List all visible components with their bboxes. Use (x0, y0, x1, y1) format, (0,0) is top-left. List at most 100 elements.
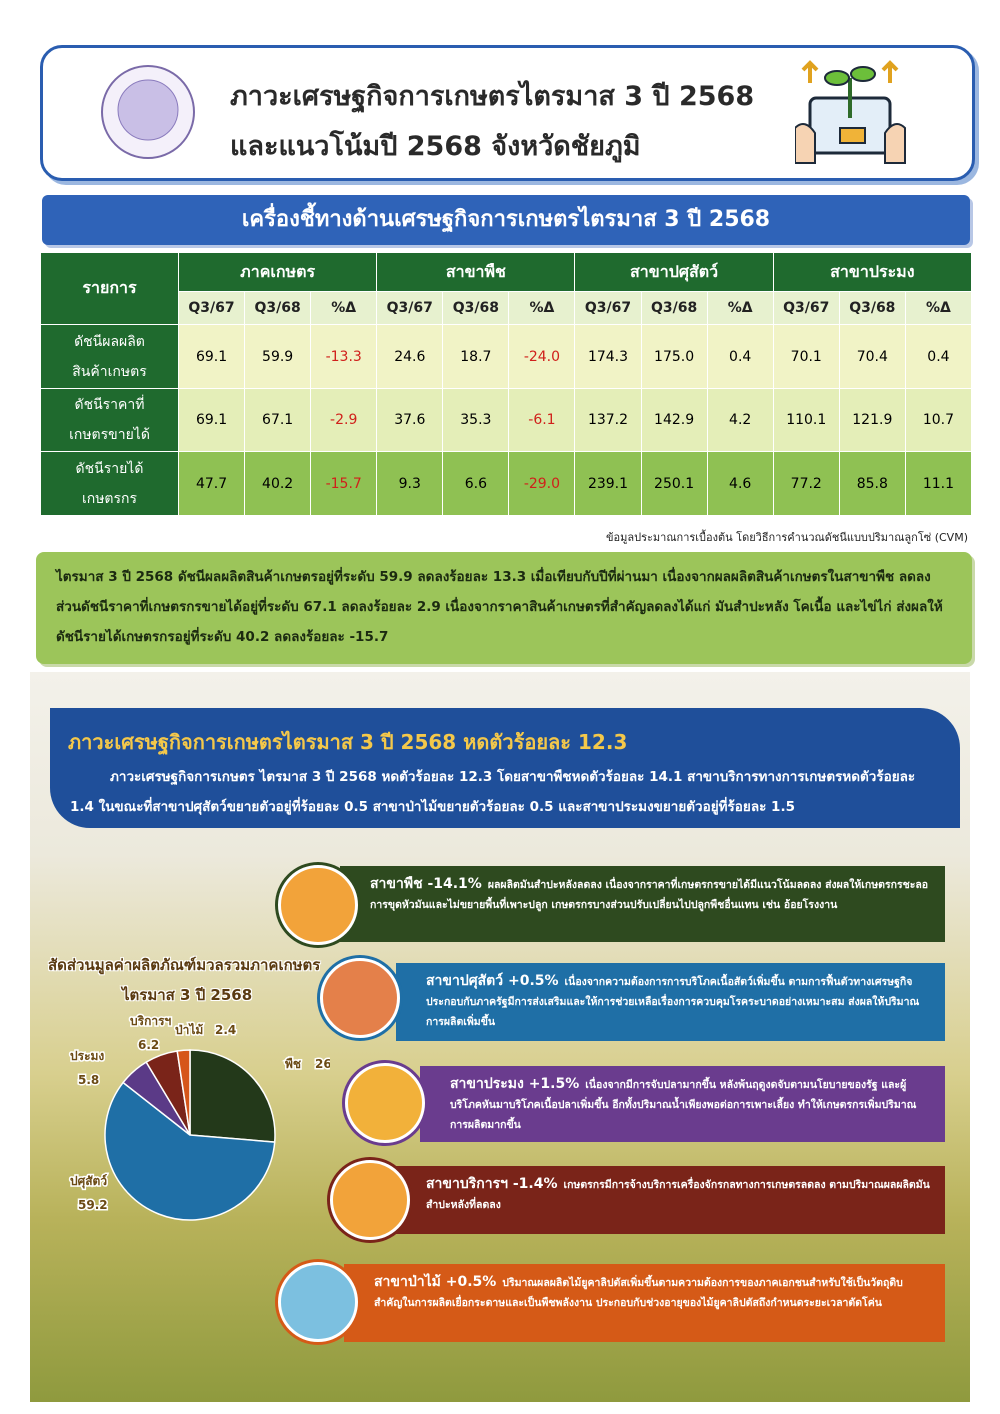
pie-slice (176, 1049, 191, 1136)
table-cell: 6.6 (442, 451, 510, 516)
sector-icon (278, 865, 358, 945)
pie-value: 5.8 (78, 1073, 99, 1087)
sector-icon (278, 1262, 358, 1342)
sector-text: ผลผลิตมันสำปะหลังลดลง เนื่องจากราคาที่เก… (370, 879, 929, 911)
pie-value: 59.2 (78, 1198, 108, 1212)
sector-text: เนื่องจากความต้องการการบริโภคเนื้อสัตว์เ… (426, 976, 920, 1028)
table-cell: 250.1 (640, 451, 708, 516)
column-header: Q3/67 (376, 291, 444, 325)
table-cell: 175.0 (640, 324, 708, 389)
sector-card: สาขาพืช -14.1% ผลผลิตมันสำปะหลังลดลง เนื่… (340, 866, 945, 942)
pie-value: 26.3 (315, 1057, 330, 1071)
table-cell: 0.4 (904, 324, 973, 389)
table-row: ดัชนีผลผลิต สินค้าเกษตร 69.1 59.9 -13.3 24.6 1… (40, 324, 973, 389)
group-header-row: รายการ ภาคเกษตร สาขาพืช สาขาปศุสัตว์ สาขาประ… (40, 252, 973, 325)
header-title: ภาวะเศรษฐกิจการเกษตรไตรมาส 3 ปี 2568 (230, 81, 755, 112)
table-cell: 121.9 (838, 388, 906, 452)
pie-label: ประมง (70, 1049, 104, 1063)
table-cell: 10.7 (904, 388, 973, 452)
icon-arrow (801, 60, 819, 83)
column-header: Q3/67 (772, 291, 840, 325)
sector-text: ปริมาณผลผลิตไม้ยูคาลิปตัสเพิ่มขึ้นตามควา… (374, 1277, 903, 1309)
row-label-line: ดัชนีรายได้ (75, 460, 144, 477)
summary: ไตรมาส 3 ปี 2568 ดัชนีผลผลิตสินค้าเกษตรอ… (36, 552, 972, 664)
row-label-line: เกษตรกร (81, 490, 138, 507)
table-cell: 110.1 (772, 388, 840, 452)
section-text: ภาวะเศรษฐกิจการเกษตร ไตรมาส 3 ปี 2568 หด… (70, 769, 916, 815)
icon-leaf (850, 66, 876, 82)
pie-chart: พืช 26.3 ปศุสัตว์ 59.2 ประมง 5.8 บริการฯ 6.2 ป่า… (69, 1013, 330, 1221)
column-header: %Δ (904, 291, 973, 325)
sector-icon (330, 1160, 410, 1240)
header-subtitle: และแนวโน้มปี 2568 จังหวัดชัยภูมิ (230, 131, 641, 162)
icon-chart (839, 127, 866, 144)
table-cell: 69.1 (177, 388, 246, 452)
row-label: ดัชนีราคาที่ เกษตรขายได้ (40, 388, 179, 452)
table-cell: -13.3 (310, 324, 378, 389)
group-header: สาขาปศุสัตว์ (574, 252, 774, 292)
sector-card: สาขาประมง +1.5% เนื่องจากมีการจับปลามากขึ… (420, 1066, 945, 1142)
logo-emblem (117, 79, 179, 141)
table-cell: 40.2 (244, 451, 312, 516)
table-cell: 142.9 (640, 388, 708, 452)
pie-title: สัดส่วนมูลค่าผลิตภัณฑ์มวลรวมภาคเกษตร (48, 956, 321, 974)
section-box: ภาวะเศรษฐกิจการเกษตรไตรมาส 3 ปี 2568 หดต… (50, 708, 960, 828)
group-header: สาขาประมง (772, 252, 973, 292)
pie-value: 2.4 (215, 1023, 236, 1037)
pie-slice (104, 1081, 276, 1221)
group-header: ภาคเกษตร (177, 252, 378, 292)
column-header: Q3/67 (574, 291, 642, 325)
column-header: %Δ (310, 291, 378, 325)
table-cell: 37.6 (376, 388, 444, 452)
row-label: ดัชนีผลผลิต สินค้าเกษตร (40, 324, 179, 389)
icon-hands (795, 123, 906, 164)
table-cell: 137.2 (574, 388, 642, 452)
pie-label: บริการฯ (130, 1014, 172, 1028)
column-header: Q3/68 (640, 291, 708, 325)
sector-card: สาขาปศุสัตว์ +0.5% เนื่องจากความต้องการกา… (396, 963, 945, 1041)
table-cell: 70.1 (772, 324, 840, 389)
table-cell: 70.4 (838, 324, 906, 389)
pie-label: พืช (285, 1057, 301, 1071)
column-header: Q3/68 (442, 291, 510, 325)
table-cell: -2.9 (310, 388, 378, 452)
table-cell: 4.6 (706, 451, 774, 516)
pie-label: ป่าไม้ (175, 1022, 203, 1037)
logo (101, 65, 195, 159)
pie-subtitle: ไตรมาส 3 ปี 2568 (122, 986, 253, 1004)
pie-value: 6.2 (138, 1038, 159, 1052)
table-cell: -15.7 (310, 451, 378, 516)
footnote: ข้อมูลประมาณการเบื้องต้น โดยวิธีการคำนวณ… (605, 531, 968, 544)
table-cell: 239.1 (574, 451, 642, 516)
sector-text: เกษตรกรมีการจ้างบริการเครื่องจักรกลทางกา… (426, 1179, 930, 1211)
sector-card: สาขาบริการฯ -1.4% เกษตรกรมีการจ้างบริการเ… (396, 1166, 945, 1234)
row-label: ดัชนีรายได้เกษตรกร (40, 451, 179, 516)
table-cell: 18.7 (442, 324, 510, 389)
row-label-line: ดัชนีผลผลิต (74, 333, 145, 350)
sector-icon (320, 958, 400, 1038)
column-header: %Δ (508, 291, 576, 325)
sector-title: สาขาป่าไม้ +0.5% (374, 1274, 497, 1290)
indicator-table: รายการ ภาคเกษตร สาขาพืช สาขาปศุสัตว์ สาขาประ… (40, 252, 973, 516)
sector-title: สาขาประมง +1.5% (450, 1076, 580, 1092)
table-cell: -29.0 (508, 451, 576, 516)
section-title: ภาวะเศรษฐกิจการเกษตรไตรมาส 3 ปี 2568 หดต… (68, 730, 628, 754)
corner-cell: รายการ (40, 252, 179, 325)
table-cell: 11.1 (904, 451, 973, 516)
table-cell: 4.2 (706, 388, 774, 452)
table-cell: 69.1 (177, 324, 246, 389)
header-icon (795, 60, 906, 164)
pie-label: ปศุสัตว์ (70, 1174, 107, 1189)
table-cell: 47.7 (177, 451, 246, 516)
table-cell: -24.0 (508, 324, 576, 389)
column-header: Q3/67 (177, 291, 246, 325)
sector-title: สาขาพืช -14.1% (370, 876, 482, 892)
table-cell: 77.2 (772, 451, 840, 516)
table-cell: 35.3 (442, 388, 510, 452)
sector-icon (345, 1063, 425, 1143)
column-header: Q3/68 (838, 291, 906, 325)
table-cell: 9.3 (376, 451, 444, 516)
sector-card: สาขาป่าไม้ +0.5% ปริมาณผลผลิตไม้ยูคาลิปตั… (344, 1264, 945, 1342)
column-header: Q3/68 (244, 291, 312, 325)
